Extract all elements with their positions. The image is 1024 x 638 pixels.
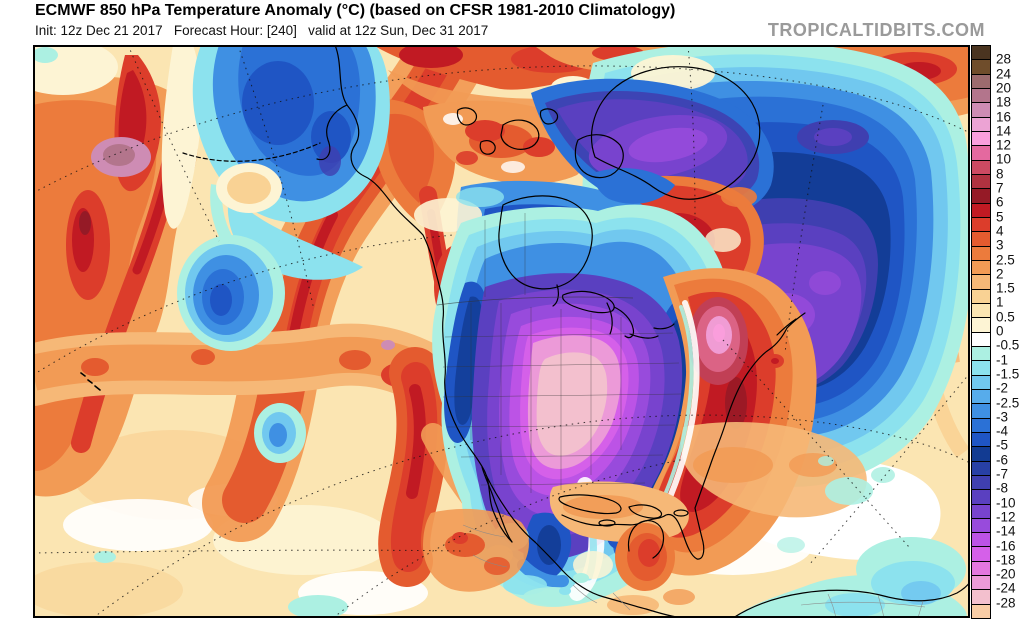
colorbar-tick-label: 7 — [996, 180, 1004, 196]
colorbar-tick-label: -1 — [996, 351, 1009, 367]
colorbar-swatch — [972, 561, 990, 577]
colorbar-tick-label: 24 — [996, 65, 1012, 81]
colorbar-swatch — [972, 346, 990, 362]
colorbar-swatch — [972, 88, 990, 104]
colorbar-swatch — [972, 475, 990, 491]
colorbar-swatch — [972, 74, 990, 89]
colorbar-swatch — [972, 590, 990, 605]
colorbar-tick-label: 10 — [996, 151, 1012, 167]
colorbar-swatch — [972, 418, 990, 433]
colorbar-tick-label: 14 — [996, 123, 1012, 139]
colorbar-tick-label: 20 — [996, 80, 1012, 96]
colorbar-tick-label: -4 — [996, 423, 1009, 439]
colorbar-tick-label: -24 — [996, 580, 1016, 596]
colorbar-tick-label: -1.5 — [996, 366, 1020, 382]
colorbar-tick-label: 28 — [996, 51, 1012, 67]
colorbar-tick-label: 0.5 — [996, 308, 1015, 324]
colorbar-swatch — [972, 490, 990, 505]
colorbar-swatch — [972, 533, 990, 548]
colorbar-swatches — [971, 45, 991, 619]
colorbar-tick-label: -7 — [996, 466, 1009, 482]
colorbar-swatch — [972, 60, 990, 75]
colorbar-swatch — [972, 217, 990, 233]
coastlines — [80, 45, 970, 618]
colorbar-swatch — [972, 318, 990, 333]
colorbar-swatch — [972, 160, 990, 175]
colorbar-swatch — [972, 246, 990, 261]
colorbar-tick-label: -2.5 — [996, 394, 1020, 410]
colorbar-tick-label: -6 — [996, 451, 1009, 467]
colorbar-tick-label: 12 — [996, 137, 1012, 153]
colorbar-tick-label: -16 — [996, 537, 1016, 553]
colorbar-swatch — [972, 146, 990, 161]
cold-anomaly-us-pool — [432, 204, 738, 607]
anomaly-map-canvas — [33, 45, 970, 618]
colorbar-tick-label: -2 — [996, 380, 1009, 396]
colorbar-swatch — [972, 432, 990, 448]
tropicaltidbits-watermark: TROPICALTIDBITS.COM — [767, 20, 985, 40]
colorbar-tick-label: 1 — [996, 294, 1004, 310]
colorbar-swatch — [972, 518, 990, 534]
colorbar-swatch — [972, 117, 990, 132]
colorbar-tick-label: 1.5 — [996, 280, 1015, 296]
colorbar-tick-label: -12 — [996, 509, 1016, 525]
colorbar-tick-label: -5 — [996, 437, 1009, 453]
colorbar-tick-label: -0.5 — [996, 337, 1020, 353]
colorbar-swatch — [972, 361, 990, 376]
colorbar-swatch — [972, 203, 990, 218]
cold-anomaly-tropics — [733, 456, 967, 618]
colorbar-swatch — [972, 174, 990, 190]
colorbar-swatch — [972, 404, 990, 419]
colorbar-swatch — [972, 461, 990, 476]
colorbar-swatch — [972, 46, 990, 61]
init-forecast-valid-line: Init: 12z Dec 21 2017 Forecast Hour: [24… — [35, 23, 489, 38]
colorbar-tick-label: 0 — [996, 323, 1004, 339]
colorbar-tick-label: -8 — [996, 480, 1009, 496]
colorbar-tick-label: 2.5 — [996, 251, 1015, 267]
colorbar-tick-label: 6 — [996, 194, 1004, 210]
colorbar-tick-label: 18 — [996, 94, 1012, 110]
colorbar-tick-label: -3 — [996, 409, 1009, 425]
colorbar-tick-label: 4 — [996, 223, 1004, 239]
colorbar-tick-label: -18 — [996, 552, 1016, 568]
map-title: ECMWF 850 hPa Temperature Anomaly (°C) (… — [35, 2, 676, 19]
graticule — [33, 45, 970, 618]
warm-anomaly-east-coast — [632, 268, 867, 576]
colorbar-swatch — [972, 303, 990, 319]
colorbar-swatch — [972, 375, 990, 390]
colorbar-swatch — [972, 189, 990, 204]
colorbar-tick-label: -28 — [996, 594, 1016, 610]
colorbar-swatch — [972, 332, 990, 347]
colorbar-tick-label: 5 — [996, 208, 1004, 224]
colorbar-swatch — [972, 131, 990, 147]
colorbar-swatch — [972, 447, 990, 462]
colorbar-swatch — [972, 103, 990, 118]
colorbar-swatch — [972, 576, 990, 591]
colorbar-swatch — [972, 547, 990, 562]
anomaly-map — [33, 45, 970, 618]
colorbar-swatch — [972, 389, 990, 405]
colorbar-tick-label: -14 — [996, 523, 1016, 539]
country-borders — [462, 524, 926, 618]
colorbar-swatch — [972, 289, 990, 304]
map-frame — [33, 45, 970, 618]
colorbar-ticks: 28 24 20 18 16 14 12 10 8 7 6 5 4 3 2.5 2 1.5 1 0.5 0 -0.5 -1… — [996, 45, 1024, 619]
colorbar-tick-label: 16 — [996, 108, 1012, 124]
colorbar-swatch — [972, 275, 990, 290]
colorbar-swatch — [972, 260, 990, 276]
colorbar-tick-label: -10 — [996, 494, 1016, 510]
colorbar-tick-label: 3 — [996, 237, 1004, 253]
colorbar-tick-label: 2 — [996, 266, 1004, 282]
colorbar-swatch — [972, 604, 990, 619]
colorbar-tick-label: -20 — [996, 566, 1016, 582]
colorbar-swatch — [972, 504, 990, 519]
colorbar-tick-label: 8 — [996, 165, 1004, 181]
colorbar-swatch — [972, 232, 990, 247]
